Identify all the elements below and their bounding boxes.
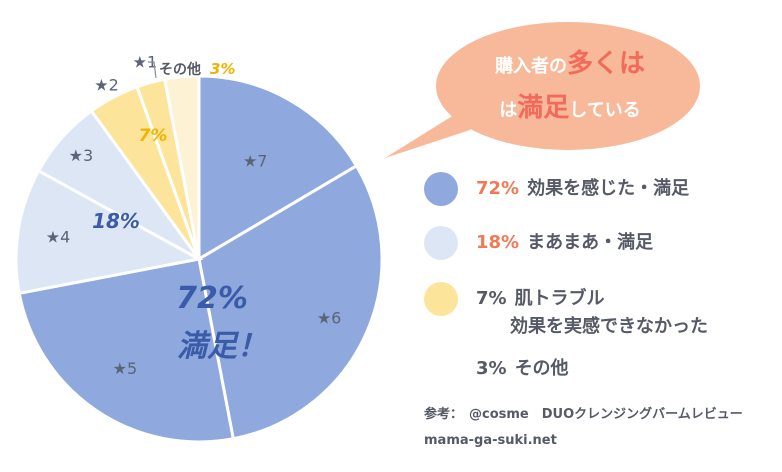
mid-pct-label: 18% bbox=[92, 209, 140, 233]
legend-item-other: 3% その他 bbox=[476, 352, 569, 383]
other-name-label: その他 bbox=[159, 61, 201, 78]
pie-slice bbox=[162, 74, 201, 260]
legend-subtext: 効果を実感できなかった bbox=[510, 316, 708, 337]
pie-slice-star-label: ★6 bbox=[317, 309, 342, 328]
legend-label: 18% まあまあ・満足 bbox=[476, 226, 653, 257]
legend-pct: 72% bbox=[476, 178, 520, 199]
bubble-line2-prefix: は bbox=[499, 100, 517, 121]
legend-item-skin: 7% 肌トラブル効果を実感できなかった bbox=[424, 282, 708, 341]
speech-bubble: 購入者の多くは は満足している bbox=[385, 22, 700, 158]
source-text: @cosme DUOクレンジングバームレビュー bbox=[469, 407, 743, 422]
pie-slice bbox=[14, 168, 204, 296]
satisfied-pct-label: 72% bbox=[176, 281, 248, 316]
speech-bubble-line-1: 購入者の多くは bbox=[494, 49, 645, 79]
legend-label: 7% 肌トラブル効果を実感できなかった bbox=[476, 282, 708, 341]
pie-slice bbox=[197, 163, 384, 441]
legend-pct: 18% bbox=[476, 232, 520, 253]
pie-slice bbox=[197, 74, 359, 262]
legend-text: 肌トラブル bbox=[514, 288, 605, 309]
pie-slice-star-label: ★1 bbox=[133, 52, 158, 71]
legend-label: 72% 効果を感じた・満足 bbox=[476, 172, 689, 203]
source-note: 参考： @cosme DUOクレンジングバームレビュー mama-ga-suki.… bbox=[424, 402, 743, 454]
legend-swatch bbox=[424, 282, 458, 316]
skin-pct-label: 7% bbox=[139, 126, 168, 146]
bubble-line2-emph: 満足 bbox=[517, 93, 569, 123]
speech-bubble-line-2: は満足している bbox=[499, 93, 640, 123]
speech-bubble-body bbox=[436, 22, 700, 150]
other-pct-label: 3% bbox=[210, 60, 235, 78]
bubble-line1-prefix: 購入者の bbox=[494, 55, 567, 77]
bubble-line2-suffix: している bbox=[569, 100, 640, 121]
bubble-line1-emph: 多くは bbox=[567, 49, 645, 79]
source-prefix: 参考： bbox=[424, 407, 464, 422]
legend-swatch bbox=[424, 226, 458, 260]
pie-slices bbox=[14, 74, 384, 444]
legend-text: まあまあ・満足 bbox=[527, 232, 654, 253]
legend-text: その他 bbox=[514, 358, 569, 379]
pie-slice-star-label: ★7 bbox=[243, 151, 268, 170]
pie-slice-star-label: ★5 bbox=[113, 359, 138, 378]
legend-text: 効果を感じた・満足 bbox=[527, 178, 690, 199]
pie-star-labels: ★7 ★6 ★5 ★4 ★3 ★2 ★1 bbox=[46, 52, 342, 378]
pie-slice bbox=[17, 257, 236, 444]
legend-label: 3% その他 bbox=[476, 352, 569, 383]
pie-slice-star-label: ★2 bbox=[94, 75, 119, 94]
legend-swatch bbox=[424, 172, 458, 206]
pie-slice-star-label: ★4 bbox=[46, 228, 71, 247]
source-site: mama-ga-suki.net bbox=[424, 433, 557, 448]
legend-item-satisfied: 72% 効果を感じた・満足 bbox=[424, 172, 689, 206]
legend-item-mid: 18% まあまあ・満足 bbox=[424, 226, 653, 260]
satisfied-text-label: 満足！ bbox=[177, 329, 267, 364]
pie-slice-star-label: ★3 bbox=[69, 146, 94, 165]
other-leader-line bbox=[148, 61, 157, 79]
legend-pct: 7% bbox=[476, 288, 507, 309]
legend-pct: 3% bbox=[476, 358, 507, 379]
